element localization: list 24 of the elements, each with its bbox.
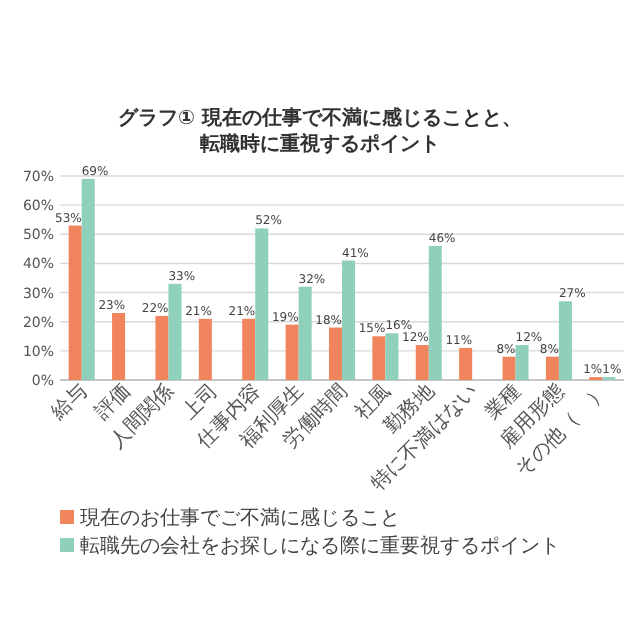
bar xyxy=(428,245,442,380)
bar xyxy=(328,327,342,380)
bar xyxy=(155,315,169,380)
bar xyxy=(502,356,516,380)
bar xyxy=(242,318,256,380)
bar xyxy=(298,286,312,380)
bar xyxy=(342,260,356,380)
bar xyxy=(285,324,299,380)
bar xyxy=(558,301,572,380)
bar xyxy=(372,336,386,380)
bar xyxy=(68,225,82,380)
bar xyxy=(545,356,559,380)
bar xyxy=(112,312,126,380)
bar xyxy=(198,318,212,380)
title: グラフ① 現在の仕事で不満に感じることと、転職時に重視するポイント xyxy=(118,108,522,156)
bar xyxy=(459,347,473,380)
bar xyxy=(385,333,399,380)
bar xyxy=(255,228,269,380)
bar xyxy=(515,345,529,380)
bar xyxy=(415,345,429,380)
bar xyxy=(81,178,95,380)
legend-label: 現在のお仕事でご不満に感じること xyxy=(80,506,400,530)
legend-label: 転職先の会社をお探しになる際に重要視するポイント xyxy=(80,534,560,558)
bar xyxy=(168,283,182,380)
